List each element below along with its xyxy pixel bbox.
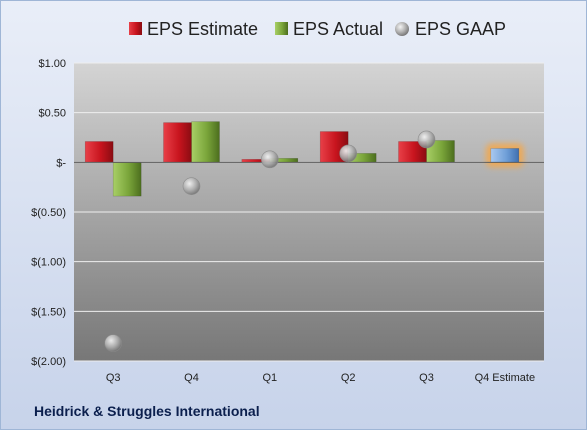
y-tick-label: $1.00 bbox=[38, 58, 66, 70]
eps-q4-estimate-bar bbox=[490, 148, 520, 163]
x-category-label: Q4 bbox=[184, 372, 199, 384]
eps-estimate-bar bbox=[84, 141, 114, 163]
legend-swatch-eps-gaap bbox=[395, 22, 409, 36]
eps-gaap-marker bbox=[339, 144, 357, 163]
legend-label-eps-estimate: EPS Estimate bbox=[147, 19, 258, 39]
x-category-label: Q3 bbox=[419, 372, 434, 384]
bars bbox=[84, 121, 524, 197]
x-axis-categories: Q3 Q4 Q1 Q2 Q3 Q4 Estimate bbox=[106, 372, 535, 384]
y-tick-label: $(1.00) bbox=[31, 257, 66, 269]
eps-gaap-marker bbox=[261, 150, 279, 169]
y-tick-label: $0.50 bbox=[38, 108, 66, 120]
eps-gaap-marker bbox=[182, 177, 201, 195]
y-tick-label: $(2.00) bbox=[31, 356, 66, 368]
x-category-label: Q1 bbox=[262, 372, 277, 384]
y-tick-label: $- bbox=[56, 157, 66, 169]
x-category-label: Q2 bbox=[341, 372, 356, 384]
eps-gaap-marker bbox=[104, 334, 122, 352]
eps-gaap-marker bbox=[417, 130, 436, 149]
y-axis-ticks: $1.00 $0.50 $- $(0.50) $(1.00) $(1.50) $(2.00) bbox=[31, 58, 66, 368]
x-category-label: Q4 Estimate bbox=[475, 372, 536, 384]
legend-label-eps-gaap: EPS GAAP bbox=[415, 19, 506, 39]
legend-swatch-eps-actual bbox=[275, 22, 288, 35]
eps-estimate-bar bbox=[163, 122, 192, 163]
eps-actual-bar bbox=[191, 121, 220, 163]
legend-swatch-eps-estimate bbox=[129, 22, 142, 35]
x-category-label: Q3 bbox=[106, 372, 121, 384]
gaap-markers bbox=[104, 130, 436, 352]
y-tick-label: $(0.50) bbox=[31, 207, 66, 219]
legend-label-eps-actual: EPS Actual bbox=[293, 19, 383, 39]
y-tick-label: $(1.50) bbox=[31, 306, 66, 318]
eps-actual-bar bbox=[112, 162, 142, 197]
company-name: Heidrick & Struggles International bbox=[34, 403, 260, 419]
legend: EPS Estimate EPS Actual EPS GAAP bbox=[129, 19, 506, 39]
